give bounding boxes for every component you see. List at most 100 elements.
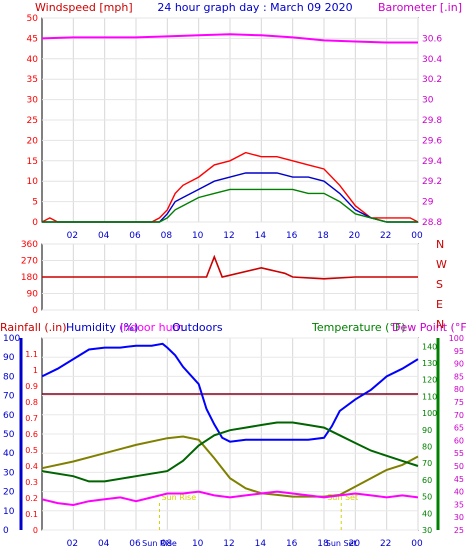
bottom-panel-hour-tick-label: 18 bbox=[317, 539, 329, 549]
sunrise-label: Sun Rise bbox=[162, 493, 197, 502]
windspeed-tick-label: 25 bbox=[27, 116, 38, 126]
windspeed-axis-title: Windspeed [mph] bbox=[35, 1, 133, 14]
compass-label: N bbox=[436, 318, 444, 331]
rainfall-tick-label: 0.6 bbox=[25, 430, 38, 439]
bottom-panel-hour-tick-label: 00 bbox=[411, 539, 423, 549]
direction-line bbox=[42, 254, 418, 280]
direction-tick-label: 270 bbox=[21, 257, 38, 267]
humidity-axis-title: Humidity (%) bbox=[66, 321, 138, 334]
rainfall-tick-label: 0.2 bbox=[25, 494, 38, 503]
direction-tick-label: 90 bbox=[27, 290, 39, 300]
rainfall-tick-label: 1.1 bbox=[25, 350, 38, 359]
barometer-tick-label: 29.8 bbox=[422, 116, 442, 126]
windspeed-tick-label: 50 bbox=[27, 14, 39, 24]
wind-panel-hour-tick-label: 20 bbox=[349, 231, 361, 241]
rainfall-tick-label: 0.5 bbox=[25, 446, 38, 455]
barometer-tick-label: 29 bbox=[422, 198, 434, 208]
dewpoint-tick-label: 90 bbox=[454, 360, 464, 369]
barometer-tick-label: 30 bbox=[422, 96, 434, 106]
humidity-tick-label: 20 bbox=[3, 488, 15, 498]
temperature-tick-label: 60 bbox=[422, 476, 432, 485]
outdoors-title: Outdoors bbox=[172, 321, 223, 334]
dewpoint-tick-label: 60 bbox=[454, 436, 464, 445]
sunset-tick-label: Sun Set bbox=[326, 539, 357, 548]
bottom-panel-hour-tick-label: 20 bbox=[349, 539, 361, 549]
windspeed-tick-label: 40 bbox=[27, 55, 39, 65]
wind-panel-hour-tick-label: 00 bbox=[411, 231, 423, 241]
compass-label: N bbox=[436, 238, 444, 251]
temperature-tick-label: 40 bbox=[422, 509, 432, 518]
wind-panel-hour-tick-label: 06 bbox=[129, 231, 141, 241]
barometer-tick-label: 29.6 bbox=[422, 136, 442, 146]
graph-title: 24 hour graph day : March 09 2020 bbox=[157, 1, 352, 14]
wind-panel-hour-tick-label: 22 bbox=[380, 231, 391, 241]
dewpoint-tick-label: 40 bbox=[454, 488, 464, 497]
wind-panel-hour-tick-label: 12 bbox=[223, 231, 234, 241]
rainfall-axis-title: Rainfall (.in) bbox=[0, 321, 67, 334]
rainfall-tick-label: 0.1 bbox=[25, 510, 38, 519]
bottom-panel-hour-tick-label: 10 bbox=[192, 539, 204, 549]
dewpoint-tick-label: 25 bbox=[454, 526, 464, 535]
avgwind-line bbox=[42, 188, 418, 223]
humidity-tick-label: 10 bbox=[3, 507, 15, 517]
dewpoint-tick-label: 50 bbox=[454, 462, 464, 471]
direction-tick-label: 180 bbox=[21, 273, 38, 283]
wind-panel-hour-tick-label: 02 bbox=[67, 231, 78, 241]
compass-label: W bbox=[436, 258, 447, 271]
dewpoint-tick-label: 95 bbox=[454, 347, 464, 356]
dewpoint-tick-label: 70 bbox=[454, 411, 464, 420]
barometer-axis-title: Barometer [.in] bbox=[378, 1, 462, 14]
humidity-tick-label: 50 bbox=[3, 430, 15, 440]
humidity-tick-label: 70 bbox=[3, 392, 15, 402]
barometer-tick-label: 29.4 bbox=[422, 157, 442, 167]
humidity-line bbox=[41, 342, 419, 443]
humidity-tick-label: 40 bbox=[3, 449, 15, 459]
barometer-tick-label: 29.2 bbox=[422, 177, 442, 187]
rainfall-tick-label: 0.7 bbox=[25, 414, 38, 423]
temperature-tick-label: 130 bbox=[422, 359, 437, 368]
bottom-panel-hour-tick-label: 06 bbox=[129, 539, 141, 549]
dewpoint-axis-title: Dew Point (°F) bbox=[392, 321, 466, 334]
dewpoint-tick-label: 100 bbox=[449, 334, 464, 343]
indoor-humidity-title: Indoor hum bbox=[120, 321, 183, 334]
direction-tick-label: 360 bbox=[21, 240, 38, 250]
rainfall-tick-label: 0.4 bbox=[25, 462, 38, 471]
rainfall-tick-label: 0 bbox=[33, 526, 38, 535]
wind-panel-hour-tick-label: 10 bbox=[192, 231, 204, 241]
humidity-tick-label: 100 bbox=[3, 334, 20, 344]
temperature-tick-label: 50 bbox=[422, 493, 432, 502]
rainfall-tick-label: 0.8 bbox=[25, 398, 38, 407]
wind-panel-hour-tick-label: 14 bbox=[255, 231, 267, 241]
windspeed-tick-label: 5 bbox=[32, 198, 38, 208]
humidity-tick-label: 60 bbox=[3, 411, 15, 421]
temperature-tick-label: 80 bbox=[422, 443, 432, 452]
temperature-tick-label: 70 bbox=[422, 459, 432, 468]
rainfall-tick-label: 1 bbox=[33, 366, 38, 375]
temperature-tick-label: 120 bbox=[422, 376, 437, 385]
wind-panel-hour-tick-label: 04 bbox=[98, 231, 110, 241]
humidity-tick-label: 90 bbox=[3, 353, 15, 363]
wind-panel-hour-tick-label: 16 bbox=[286, 231, 298, 241]
dewpoint-tick-label: 85 bbox=[454, 372, 464, 381]
sunset-label: Sun Set bbox=[327, 493, 358, 502]
indoor-line bbox=[41, 490, 419, 507]
compass-label: S bbox=[436, 278, 443, 291]
temperature-tick-label: 30 bbox=[422, 526, 432, 535]
bottom-panel-hour-tick-label: 02 bbox=[67, 539, 78, 549]
windspeed-tick-label: 35 bbox=[27, 75, 38, 85]
humidity-tick-label: 30 bbox=[3, 468, 15, 478]
dewpoint-tick-label: 75 bbox=[454, 398, 464, 407]
barometer-tick-label: 30.4 bbox=[422, 55, 442, 65]
temperature-axis-title: Temperature (°F) bbox=[311, 321, 406, 334]
rainfall-tick-label: 0.3 bbox=[25, 478, 38, 487]
windspeed-tick-label: 15 bbox=[27, 157, 38, 167]
dewpoint-tick-label: 30 bbox=[454, 513, 464, 522]
barometer-tick-label: 30.2 bbox=[422, 75, 442, 85]
dewpoint-line bbox=[41, 421, 419, 483]
bottom-panel-hour-tick-label: 16 bbox=[286, 539, 298, 549]
bottom-panel-hour-tick-label: 04 bbox=[98, 539, 110, 549]
temperature-tick-label: 90 bbox=[422, 426, 432, 435]
wind-panel-hour-tick-label: 18 bbox=[317, 231, 329, 241]
